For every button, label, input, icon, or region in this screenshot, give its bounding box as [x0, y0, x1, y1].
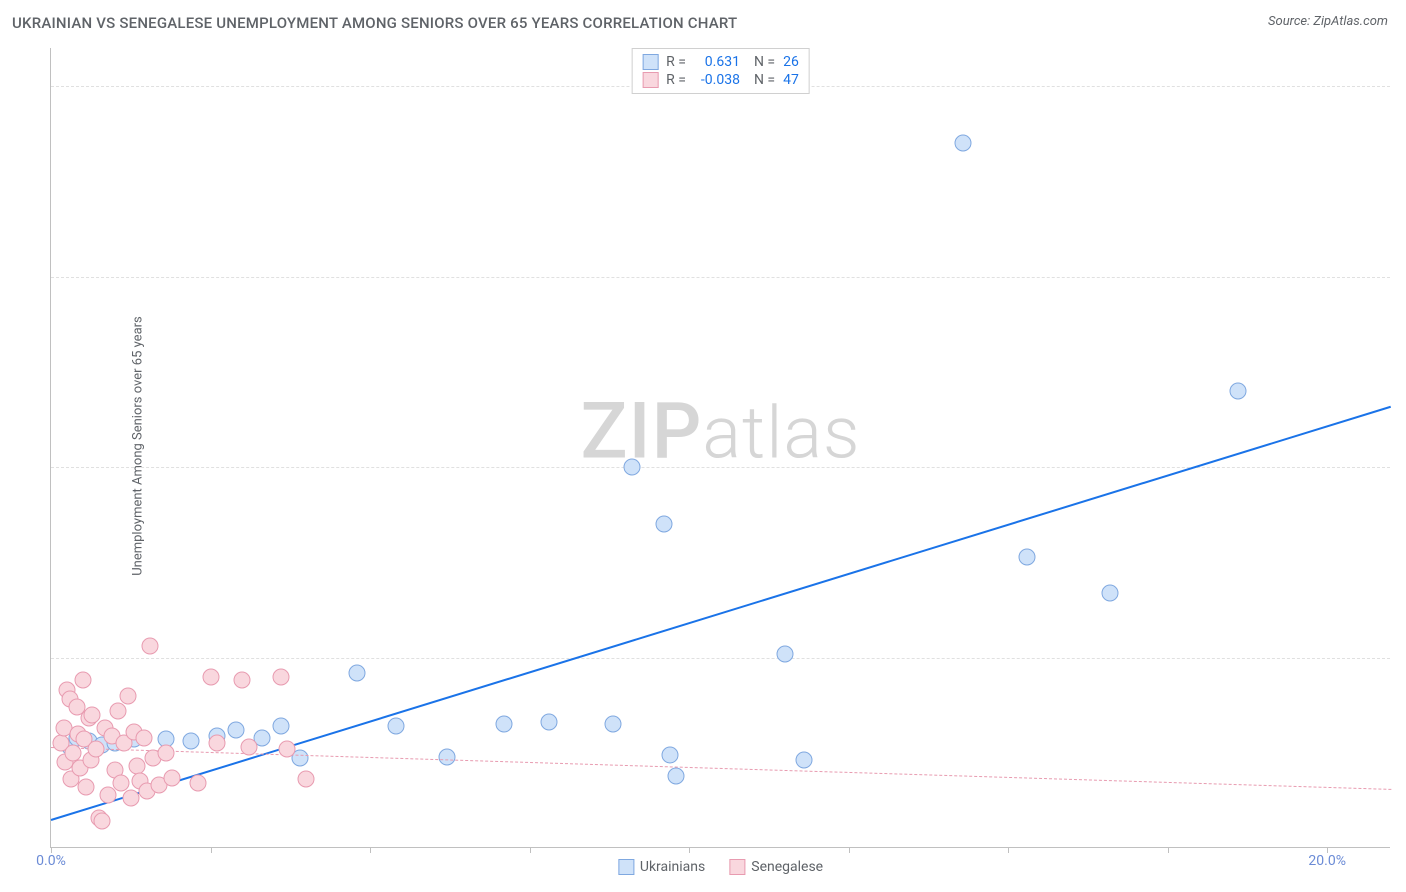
series-legend: Ukrainians Senegalese [618, 859, 823, 875]
data-point-senegalese [110, 702, 127, 719]
data-point-ukrainians [623, 459, 640, 476]
data-point-senegalese [240, 739, 257, 756]
watermark-zip: ZIP [581, 386, 703, 477]
data-point-ukrainians [183, 733, 200, 750]
x-tick-mark [530, 847, 531, 853]
data-point-senegalese [119, 687, 136, 704]
y-tick-label: 20.0% [1398, 459, 1406, 475]
data-point-senegalese [157, 744, 174, 761]
data-point-ukrainians [387, 718, 404, 735]
r-value: 0.631 [694, 54, 740, 70]
n-label: N = [754, 54, 775, 70]
x-tick-mark [849, 847, 850, 853]
data-point-senegalese [234, 672, 251, 689]
data-point-ukrainians [228, 721, 245, 738]
x-tick-mark [211, 847, 212, 853]
series-legend-label: Ukrainians [640, 859, 705, 875]
trend-line-ukrainians [51, 406, 1392, 821]
data-point-senegalese [164, 769, 181, 786]
gridline-horizontal [51, 277, 1390, 278]
series-legend-item: Senegalese [729, 859, 823, 875]
data-point-ukrainians [272, 718, 289, 735]
watermark-atlas: atlas [702, 390, 860, 475]
legend-swatch [642, 72, 658, 88]
data-point-senegalese [202, 668, 219, 685]
data-point-ukrainians [668, 767, 685, 784]
data-point-senegalese [129, 758, 146, 775]
data-point-senegalese [279, 740, 296, 757]
data-point-ukrainians [776, 645, 793, 662]
x-tick-mark [689, 847, 690, 853]
x-tick-label: 0.0% [36, 853, 66, 869]
r-label: R = [666, 72, 686, 88]
legend-swatch [618, 859, 634, 875]
n-value: 47 [783, 72, 799, 88]
data-point-senegalese [74, 672, 91, 689]
data-point-ukrainians [661, 746, 678, 763]
series-legend-item: Ukrainians [618, 859, 705, 875]
data-point-ukrainians [604, 716, 621, 733]
correlation-legend-row: R = 0.631 N = 26 [642, 53, 799, 71]
correlation-legend: R = 0.631 N = 26 R = -0.038 N = 47 [631, 48, 810, 94]
watermark: ZIPatlas [581, 386, 861, 477]
r-value: -0.038 [694, 72, 740, 88]
x-tick-mark [370, 847, 371, 853]
source-attribution: Source: ZipAtlas.com [1268, 14, 1388, 29]
data-point-senegalese [84, 706, 101, 723]
data-point-senegalese [141, 638, 158, 655]
data-point-senegalese [272, 668, 289, 685]
data-point-ukrainians [1102, 584, 1119, 601]
gridline-horizontal [51, 658, 1390, 659]
legend-swatch [642, 54, 658, 70]
y-tick-label: 10.0% [1398, 650, 1406, 666]
data-point-ukrainians [438, 748, 455, 765]
data-point-senegalese [78, 779, 95, 796]
data-point-senegalese [298, 771, 315, 788]
data-point-senegalese [122, 790, 139, 807]
r-label: R = [666, 54, 686, 70]
x-tick-label: 20.0% [1308, 853, 1346, 869]
data-point-ukrainians [540, 714, 557, 731]
x-tick-mark [1168, 847, 1169, 853]
data-point-ukrainians [955, 135, 972, 152]
data-point-senegalese [94, 813, 111, 830]
data-point-senegalese [87, 740, 104, 757]
page-title: UKRAINIAN VS SENEGALESE UNEMPLOYMENT AMO… [12, 14, 737, 32]
series-legend-label: Senegalese [751, 859, 823, 875]
data-point-ukrainians [1229, 382, 1246, 399]
data-point-ukrainians [349, 664, 366, 681]
data-point-ukrainians [795, 752, 812, 769]
data-point-senegalese [208, 735, 225, 752]
data-point-ukrainians [1019, 548, 1036, 565]
correlation-legend-row: R = -0.038 N = 47 [642, 71, 799, 89]
legend-swatch [729, 859, 745, 875]
data-point-senegalese [113, 775, 130, 792]
y-tick-label: 30.0% [1398, 269, 1406, 285]
data-point-senegalese [189, 775, 206, 792]
y-tick-label: 40.0% [1398, 78, 1406, 94]
data-point-senegalese [135, 729, 152, 746]
data-point-ukrainians [496, 716, 513, 733]
x-tick-mark [1008, 847, 1009, 853]
scatter-plot: ZIPatlas R =0.631N =26R =-0.038N =47 Ukr… [50, 48, 1390, 848]
n-value: 26 [783, 54, 799, 70]
n-label: N = [754, 72, 775, 88]
data-point-ukrainians [655, 516, 672, 533]
